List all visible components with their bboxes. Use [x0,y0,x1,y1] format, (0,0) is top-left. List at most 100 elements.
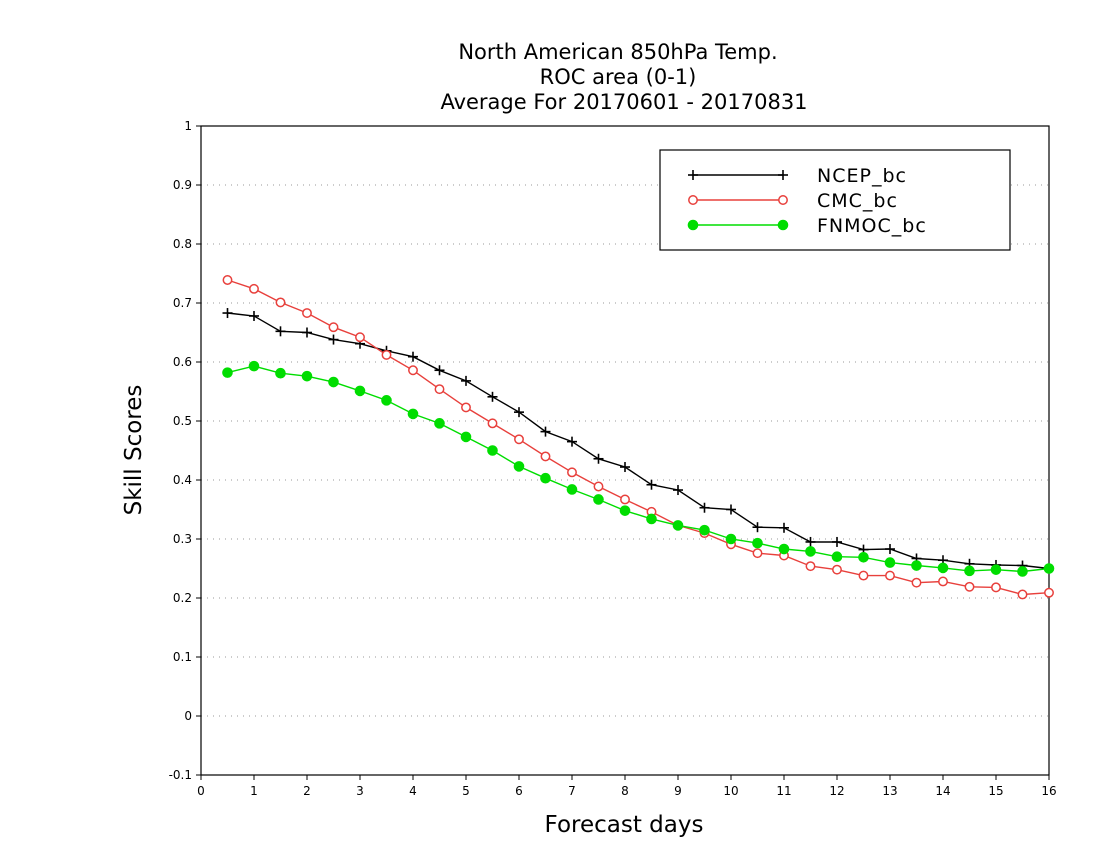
data-point-cmc-bc [752,548,763,559]
legend-item-cmc-bc: CMC_bc [688,190,898,212]
x-tick-label: 8 [621,784,629,798]
y-tick-label: 0.8 [173,237,192,251]
data-point-fnmoc-bc [593,494,604,505]
data-point-cmc-bc [567,467,577,478]
data-point-ncep-bc [540,426,551,437]
data-point-cmc-bc [381,349,392,360]
data-point-fnmoc-bc [990,564,1002,575]
data-point-cmc-bc [328,322,339,333]
legend-label-ncep-bc: NCEP_bc [817,165,907,187]
x-tick-label: 16 [1041,784,1056,798]
data-point-fnmoc-bc [646,513,657,525]
y-tick-label: 0.3 [173,532,192,546]
y-axis: -0.1 0 0.1 0.2 0.3 0.4 0.5 0.6 0.7 0.8 0.9 1 [169,119,201,782]
data-point-cmc-bc [487,418,498,429]
data-point-fnmoc-bc [672,520,684,531]
data-point-cmc-bc [1044,587,1054,598]
data-point-ncep-bc [302,327,312,338]
x-tick-label: 6 [515,784,523,798]
data-point-ncep-bc [832,536,842,547]
data-point-fnmoc-bc [540,472,551,484]
data-point-fnmoc-bc [381,395,392,406]
data-point-cmc-bc [408,365,418,376]
y-tick-label: -0.1 [169,768,192,782]
data-point-ncep-bc [514,407,524,418]
data-point-ncep-bc [752,522,763,533]
data-point-cmc-bc [991,582,1001,593]
data-point-cmc-bc [249,283,259,294]
y-tick-label: 0.1 [173,650,192,664]
data-point-cmc-bc [461,402,471,413]
x-tick-label: 5 [462,784,470,798]
data-point-ncep-bc [805,536,816,547]
x-tick-label: 0 [197,784,205,798]
y-axis-label: Skill Scores [121,385,147,516]
y-tick-label: 0.4 [173,473,192,487]
data-point-fnmoc-bc [460,431,472,443]
data-point-ncep-bc [620,462,630,473]
data-point-fnmoc-bc [699,524,710,536]
legend-item-ncep-bc: NCEP_bc [688,165,907,187]
data-point-fnmoc-bc [752,537,763,549]
legend-item-fnmoc-bc: FNMOC_bc [687,215,927,237]
x-tick-label: 12 [829,784,844,798]
legend-label-fnmoc-bc: FNMOC_bc [817,215,927,237]
data-point-ncep-bc [249,310,259,321]
data-point-cmc-bc [805,561,816,572]
chart-title-line-3: Average For 20170601 - 20170831 [440,90,807,114]
data-point-ncep-bc [726,504,736,515]
data-point-fnmoc-bc [407,408,419,420]
x-tick-label: 13 [882,784,897,798]
x-tick-label: 15 [988,784,1003,798]
data-point-fnmoc-bc [1017,566,1028,577]
x-axis: 0 1 2 3 4 5 6 7 8 9 10 11 12 13 14 15 16 [197,775,1057,798]
x-tick-label: 11 [776,784,791,798]
data-point-fnmoc-bc [566,484,578,495]
series-ncep-bc [222,308,1054,574]
data-point-cmc-bc [514,434,524,445]
legend-marker-cmc-bc [778,195,788,205]
chart-title: North American 850hPa Temp. ROC area (0-… [440,40,807,114]
data-point-fnmoc-bc [328,376,339,388]
legend-marker-fnmoc-bc [777,219,789,231]
data-point-cmc-bc [302,308,312,318]
data-point-cmc-bc [593,481,604,492]
series-line-fnmoc-bc [227,365,1050,573]
legend-marker-cmc-bc [688,195,698,205]
data-point-cmc-bc [911,577,922,588]
data-point-cmc-bc [1017,589,1028,600]
legend: NCEP_bc CMC_bc FNMOC_bc [659,149,1011,251]
y-tick-label: 0.6 [173,355,192,369]
data-point-fnmoc-bc [805,546,816,557]
legend-label-cmc-bc: CMC_bc [817,190,898,212]
series-line-ncep-bc [227,312,1050,570]
y-tick-label: 0.5 [173,414,192,428]
data-point-fnmoc-bc [248,360,260,372]
x-axis-label: Forecast days [545,812,704,838]
legend-marker-ncep-bc [778,170,788,180]
x-tick-label: 1 [250,784,258,798]
y-tick-label: 0 [184,709,192,723]
legend-marker-ncep-bc [688,170,698,180]
data-point-fnmoc-bc [354,385,366,397]
x-tick-label: 14 [935,784,950,798]
data-point-cmc-bc [832,564,842,575]
data-point-fnmoc-bc [275,367,286,379]
x-tick-label: 10 [723,784,738,798]
data-point-cmc-bc [964,581,975,592]
data-point-cmc-bc [355,332,365,343]
data-point-fnmoc-bc [434,418,445,429]
data-point-ncep-bc [461,375,471,386]
data-point-cmc-bc [540,451,551,462]
data-point-cmc-bc [222,275,233,285]
series-line-cmc-bc [227,279,1050,596]
data-point-ncep-bc [699,502,710,513]
series-cmc-bc [222,275,1054,600]
series-fnmoc-bc [222,360,1055,577]
data-point-ncep-bc [275,326,286,337]
data-point-ncep-bc [646,479,657,490]
data-point-fnmoc-bc [964,565,975,577]
data-point-fnmoc-bc [725,533,737,545]
y-tick-label: 0.9 [173,178,192,192]
